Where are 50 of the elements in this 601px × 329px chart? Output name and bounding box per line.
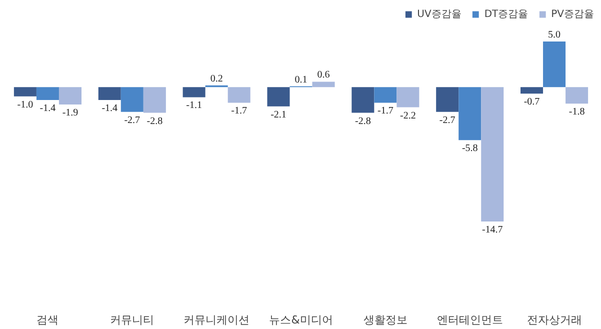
legend-label: DT증감율 bbox=[484, 8, 528, 21]
bar bbox=[520, 87, 544, 94]
data-label: -1.7 bbox=[378, 106, 394, 117]
bar bbox=[98, 87, 121, 100]
data-label: -0.7 bbox=[524, 96, 540, 108]
data-label: 0.6 bbox=[317, 70, 330, 81]
data-label: -1.9 bbox=[62, 108, 78, 119]
data-label: -5.8 bbox=[462, 143, 478, 154]
bar bbox=[543, 42, 566, 88]
data-label: -2.7 bbox=[439, 114, 456, 126]
x-tick-label: 커뮤니케이션 bbox=[184, 314, 250, 326]
data-label: 5.0 bbox=[548, 30, 561, 40]
data-label: -2.7 bbox=[124, 114, 140, 126]
x-tick-label: 엔터테인먼트 bbox=[436, 314, 503, 326]
bar bbox=[374, 87, 397, 103]
data-label: 0.1 bbox=[294, 74, 308, 86]
bar bbox=[182, 87, 206, 98]
data-label: -1.4 bbox=[102, 102, 118, 114]
bar bbox=[14, 87, 36, 96]
data-label: -14.7 bbox=[482, 224, 503, 236]
data-label: -1.7 bbox=[231, 106, 248, 117]
bar bbox=[312, 82, 335, 88]
bar bbox=[58, 87, 82, 105]
bar bbox=[143, 87, 166, 113]
x-tick-label: 생활정보 bbox=[363, 314, 408, 326]
x-tick-label: 전자상거래 bbox=[526, 314, 582, 326]
bar bbox=[228, 87, 250, 103]
data-label: -1.1 bbox=[186, 100, 202, 112]
legend-label: PV증감율 bbox=[551, 8, 594, 21]
data-label: -1.8 bbox=[568, 106, 585, 118]
bar bbox=[267, 87, 290, 106]
data-label: -2.8 bbox=[355, 116, 371, 127]
bar bbox=[566, 87, 588, 104]
bar bbox=[396, 87, 420, 108]
bar bbox=[436, 87, 459, 112]
bar bbox=[36, 87, 59, 100]
x-tick-label: 커뮤니티 bbox=[110, 314, 154, 326]
bar bbox=[481, 87, 504, 222]
bar bbox=[120, 87, 144, 112]
bar bbox=[352, 87, 374, 113]
data-label: -1.4 bbox=[40, 102, 56, 114]
x-tick-label: 검색 bbox=[36, 314, 59, 326]
data-label: -2.8 bbox=[146, 116, 163, 127]
data-label: -2.2 bbox=[400, 110, 416, 122]
data-label: 0.2 bbox=[210, 73, 223, 84]
legend-label: UV증감율 bbox=[417, 8, 462, 21]
data-label: -2.1 bbox=[270, 109, 286, 120]
bar bbox=[458, 87, 482, 140]
data-label: -1.0 bbox=[17, 99, 34, 110]
x-tick-label: 뉴스&미디어 bbox=[269, 314, 333, 326]
